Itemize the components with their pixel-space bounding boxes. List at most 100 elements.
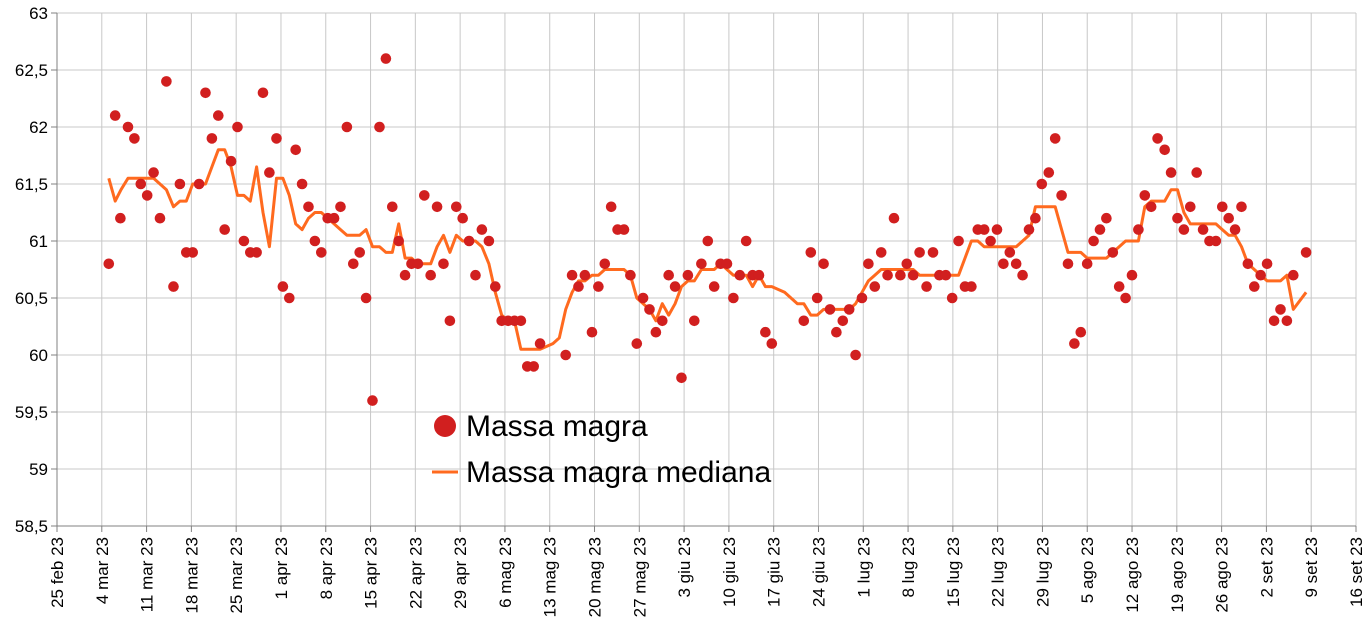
data-point — [1281, 315, 1293, 327]
data-point — [1030, 212, 1041, 224]
data-point — [579, 269, 591, 281]
data-point — [573, 281, 584, 292]
data-point — [991, 224, 1003, 235]
data-point — [586, 326, 598, 338]
legend-label-median: Massa magra mediana — [466, 456, 771, 489]
data-point — [1242, 258, 1254, 270]
x-tick-label: 19 ago 23 — [1168, 537, 1187, 613]
data-point — [1088, 235, 1099, 247]
data-point — [387, 201, 398, 213]
data-point — [811, 292, 823, 304]
y-tick-label: 61,5 — [15, 175, 48, 194]
data-point — [457, 212, 469, 224]
axes — [51, 12, 1357, 532]
data-point — [888, 212, 900, 224]
data-point — [1268, 315, 1280, 327]
data-point — [650, 326, 662, 338]
data-point — [290, 144, 302, 156]
data-point — [1275, 304, 1286, 315]
data-point — [412, 258, 424, 270]
data-point — [1120, 292, 1131, 304]
data-point — [946, 292, 958, 304]
data-point — [200, 87, 211, 99]
data-point — [1126, 269, 1138, 281]
data-point — [663, 269, 674, 281]
data-point — [296, 178, 308, 190]
data-point — [740, 235, 752, 247]
data-point — [419, 190, 430, 201]
data-point — [238, 235, 250, 247]
data-point — [599, 258, 611, 270]
data-point — [219, 224, 230, 235]
data-point — [863, 258, 874, 270]
data-point — [463, 235, 475, 247]
x-tick-label: 16 set 23 — [1347, 537, 1366, 607]
data-point — [141, 190, 153, 201]
data-point — [953, 235, 964, 247]
data-point — [882, 269, 893, 281]
data-point — [483, 235, 495, 247]
data-point — [669, 281, 681, 292]
data-point — [115, 212, 126, 224]
data-point — [515, 315, 527, 327]
y-tick-label: 61 — [29, 232, 48, 251]
data-point — [451, 201, 462, 213]
data-point — [213, 110, 224, 121]
data-point — [1069, 338, 1080, 349]
data-point — [1107, 247, 1119, 258]
data-point — [850, 349, 861, 361]
data-point — [534, 338, 546, 349]
data-point — [316, 247, 327, 258]
y-tick-label: 63 — [29, 4, 48, 23]
x-tick-label: 24 giu 23 — [809, 537, 828, 607]
data-point — [232, 121, 243, 133]
data-point — [1094, 224, 1106, 235]
x-tick-labels: 25 feb 23 4 mar 23 11 mar 23 18 mar 23 25 ma… — [48, 537, 1366, 617]
data-point — [109, 110, 121, 121]
data-point — [399, 269, 411, 281]
x-tick-label: 1 lug 23 — [854, 537, 873, 598]
data-point — [335, 201, 346, 213]
x-tick-label: 22 lug 23 — [989, 537, 1008, 607]
data-point — [689, 315, 700, 327]
data-point — [985, 235, 996, 247]
x-tick-label: 6 mag 23 — [496, 537, 515, 608]
data-point — [1010, 258, 1022, 270]
data-point — [805, 247, 817, 258]
data-point — [174, 178, 186, 190]
data-point — [1255, 269, 1266, 281]
data-point — [560, 349, 571, 361]
data-point — [528, 361, 539, 372]
data-point — [644, 304, 655, 315]
data-point — [1249, 281, 1260, 292]
data-point — [1185, 201, 1196, 213]
data-point — [257, 87, 269, 99]
data-point — [470, 269, 481, 281]
data-point — [978, 224, 990, 235]
data-point — [682, 269, 694, 281]
data-point — [1152, 133, 1163, 144]
x-tick-label: 2 set 23 — [1257, 537, 1276, 598]
x-tick-label: 12 ago 23 — [1123, 537, 1142, 613]
data-point — [676, 372, 687, 384]
data-point — [380, 53, 392, 64]
data-point — [637, 292, 649, 304]
data-point — [206, 133, 218, 144]
data-point — [966, 281, 977, 292]
data-point — [1229, 224, 1241, 235]
data-point — [360, 292, 372, 304]
data-point — [1159, 144, 1170, 156]
data-point — [856, 292, 868, 304]
data-point — [348, 258, 359, 270]
data-point — [341, 121, 353, 133]
data-point — [1017, 269, 1028, 281]
x-tick-label: 13 mag 23 — [541, 537, 560, 617]
data-point — [328, 212, 340, 224]
x-tick-label: 22 apr 23 — [406, 537, 425, 609]
x-tick-label: 26 ago 23 — [1213, 537, 1232, 613]
data-point — [490, 281, 501, 292]
x-tick-label: 15 lug 23 — [944, 537, 963, 607]
data-point — [702, 235, 714, 247]
data-point — [818, 258, 829, 270]
